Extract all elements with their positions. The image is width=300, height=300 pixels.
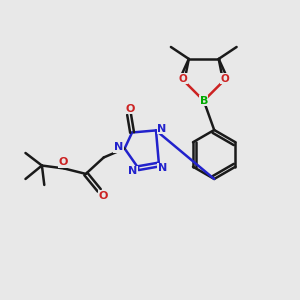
Text: N: N — [128, 166, 138, 176]
Text: N: N — [158, 163, 167, 173]
Text: O: O — [98, 191, 107, 201]
Text: O: O — [178, 74, 187, 84]
Text: O: O — [220, 74, 229, 84]
Text: O: O — [125, 103, 134, 114]
Text: O: O — [58, 157, 68, 167]
Text: B: B — [200, 96, 208, 106]
Text: N: N — [157, 124, 167, 134]
Text: N: N — [114, 142, 123, 152]
